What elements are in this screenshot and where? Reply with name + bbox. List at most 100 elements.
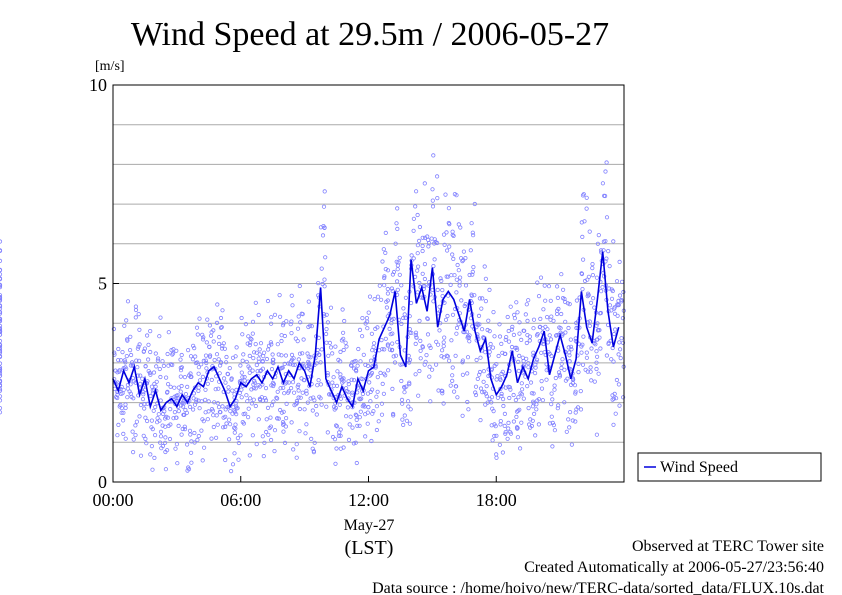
scatter-point — [335, 369, 340, 374]
scatter-point — [130, 360, 135, 365]
scatter-point — [153, 404, 158, 410]
scatter-point — [163, 435, 168, 440]
scatter-point — [437, 328, 442, 333]
scatter-point — [0, 327, 3, 332]
scatter-point — [207, 344, 212, 350]
scatter-point — [446, 220, 451, 226]
scatter-point — [255, 369, 260, 374]
scatter-point — [368, 399, 373, 404]
scatter-point — [531, 391, 536, 396]
scatter-point — [331, 375, 336, 380]
scatter-point — [137, 358, 142, 363]
scatter-point — [324, 404, 329, 409]
scatter-point — [116, 357, 121, 363]
scatter-point — [117, 368, 122, 373]
scatter-point — [361, 352, 366, 357]
scatter-point — [457, 275, 463, 280]
scatter-point — [430, 198, 435, 203]
scatter-point — [527, 334, 533, 339]
scatter-point — [420, 345, 425, 350]
scatter-point — [185, 442, 190, 447]
scatter-point — [253, 300, 258, 305]
scatter-point — [544, 314, 550, 320]
scatter-point — [281, 385, 286, 390]
scatter-point — [524, 302, 529, 307]
scatter-point — [448, 282, 453, 287]
scatter-point — [428, 399, 433, 404]
scatter-point — [502, 411, 507, 416]
scatter-point — [221, 341, 226, 346]
scatter-point — [554, 332, 559, 338]
scatter-point — [598, 346, 603, 351]
scatter-point — [192, 385, 197, 390]
scatter-point — [178, 368, 184, 373]
scatter-point — [401, 315, 406, 321]
scatter-point — [394, 279, 400, 284]
scatter-point — [245, 399, 250, 404]
scatter-point — [349, 377, 354, 382]
scatter-point — [138, 373, 143, 378]
scatter-point — [390, 331, 395, 336]
scatter-point — [580, 342, 585, 347]
scatter-point — [533, 433, 538, 438]
scatter-point — [515, 310, 520, 315]
scatter-point — [194, 325, 200, 330]
scatter-point — [536, 397, 542, 402]
scatter-point — [234, 345, 239, 350]
scatter-point — [275, 342, 280, 347]
scatter-point — [609, 308, 614, 313]
scatter-point — [183, 391, 188, 397]
scatter-point — [450, 373, 455, 378]
scatter-point — [284, 319, 289, 324]
scatter-point — [243, 321, 248, 327]
scatter-point — [385, 268, 391, 273]
scatter-point — [283, 424, 288, 429]
scatter-point — [274, 395, 279, 400]
scatter-point — [239, 370, 244, 375]
scatter-point — [262, 440, 267, 445]
scatter-point — [417, 224, 422, 230]
scatter-point — [576, 369, 581, 375]
scatter-point — [559, 365, 564, 371]
scatter-point — [211, 413, 216, 418]
scatter-point — [138, 381, 143, 386]
scatter-point — [508, 387, 513, 392]
scatter-point — [417, 318, 422, 323]
scatter-point — [504, 334, 509, 340]
scatter-point — [443, 192, 448, 197]
scatter-point — [617, 259, 622, 264]
scatter-point — [129, 352, 134, 358]
scatter-point — [196, 385, 201, 390]
scatter-point — [506, 384, 511, 389]
scatter-point — [300, 351, 305, 356]
scatter-point — [249, 337, 254, 342]
scatter-point — [293, 402, 299, 407]
scatter-point — [289, 319, 294, 324]
scatter-point — [552, 383, 557, 388]
legend: Wind Speed — [637, 452, 822, 482]
scatter-point — [578, 388, 583, 394]
scatter-point — [267, 425, 272, 431]
scatter-point — [559, 361, 564, 366]
scatter-point — [594, 349, 599, 354]
scatter-point — [401, 384, 407, 390]
scatter-point — [185, 384, 190, 389]
scatter-point — [0, 248, 3, 253]
scatter-point — [272, 448, 277, 454]
scatter-point — [481, 369, 486, 374]
scatter-point — [164, 414, 169, 419]
scatter-point — [467, 339, 472, 344]
scatter-point — [415, 268, 420, 273]
scatter-point — [158, 429, 164, 434]
scatter-point — [115, 433, 120, 438]
scatter-point — [517, 353, 522, 358]
scatter-point — [517, 320, 522, 325]
scatter-point — [187, 373, 192, 378]
scatter-point — [330, 434, 336, 440]
scatter-point — [188, 354, 194, 359]
scatter-point — [315, 383, 320, 388]
scatter-point — [351, 441, 356, 446]
scatter-point — [391, 316, 396, 321]
scatter-point — [353, 412, 358, 417]
scatter-point — [266, 432, 271, 437]
